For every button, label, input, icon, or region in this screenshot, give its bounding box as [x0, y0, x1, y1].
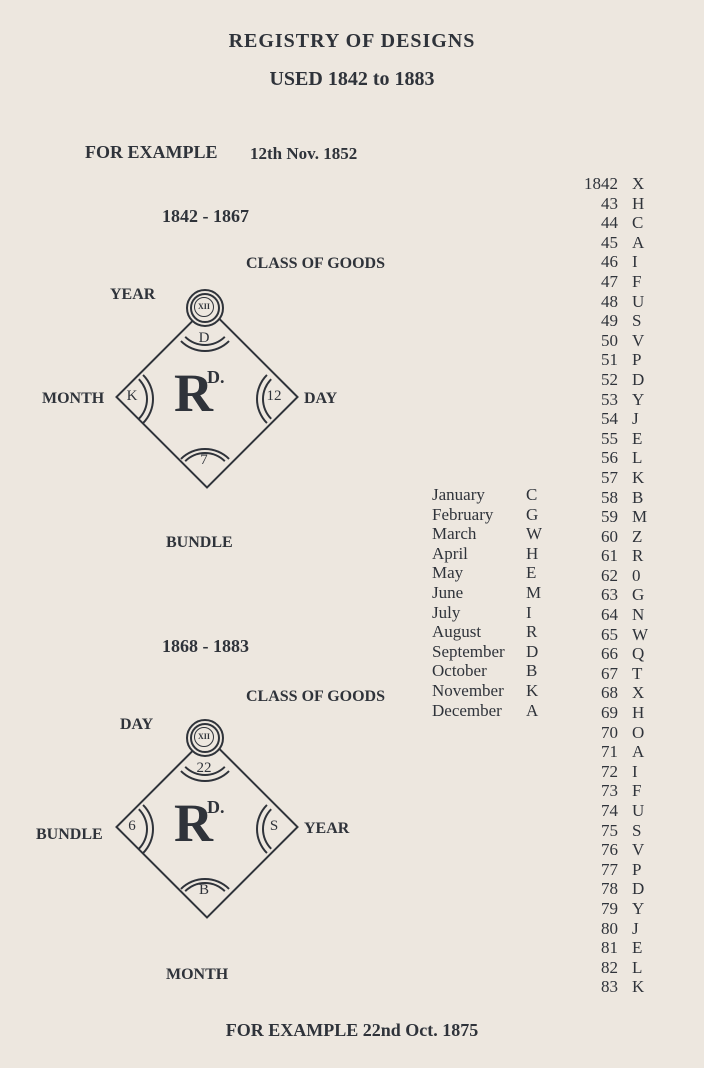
d1-right-label: DAY: [304, 390, 337, 408]
year-row: 67T: [574, 664, 660, 684]
d2-right-label: YEAR: [304, 820, 349, 838]
d1-left-value: K: [124, 388, 140, 405]
year-row: 76V: [574, 840, 660, 860]
d1-right-value: 12: [264, 388, 284, 405]
diamond-2: XII RD. 22 6 S B: [96, 682, 276, 942]
year-row: 74U: [574, 801, 660, 821]
d2-left-label: BUNDLE: [36, 826, 103, 844]
year-row: 61R: [574, 546, 660, 566]
year-row: 58B: [574, 488, 660, 508]
year-row: 66Q: [574, 644, 660, 664]
period-2: 1868 - 1883: [162, 636, 249, 657]
year-row: 79Y: [574, 899, 660, 919]
year-row: 72I: [574, 762, 660, 782]
month-row: OctoberB: [432, 661, 546, 681]
d2-rd-mark: RD.: [174, 792, 225, 854]
period-1: 1842 - 1867: [162, 206, 249, 227]
year-row: 80J: [574, 919, 660, 939]
year-row: 63G: [574, 585, 660, 605]
year-row: 64N: [574, 605, 660, 625]
d2-circle-value: XII: [194, 727, 214, 747]
example-top-label: FOR EXAMPLE: [85, 142, 218, 163]
year-row: 83K: [574, 977, 660, 997]
year-row: 82L: [574, 958, 660, 978]
diamond-1: XII RD. D K 12 7: [96, 252, 276, 512]
year-row: 50V: [574, 331, 660, 351]
year-row: 51P: [574, 350, 660, 370]
example-bottom: FOR EXAMPLE 22nd Oct. 1875: [0, 1020, 704, 1041]
d1-top-value: D: [196, 330, 212, 347]
year-row: 68X: [574, 683, 660, 703]
year-row: 73F: [574, 781, 660, 801]
month-row: AugustR: [432, 622, 546, 642]
year-row: 71A: [574, 742, 660, 762]
year-row: 59M: [574, 507, 660, 527]
d1-bottom-value: 7: [196, 452, 212, 469]
d2-right-value: S: [264, 818, 284, 835]
page-title-2: USED 1842 to 1883: [0, 68, 704, 91]
month-row: DecemberA: [432, 701, 546, 721]
d1-left-label: MONTH: [42, 390, 104, 408]
year-row: 75S: [574, 821, 660, 841]
year-row: 46I: [574, 252, 660, 272]
month-row: MarchW: [432, 524, 546, 544]
month-row: MayE: [432, 563, 546, 583]
year-row: 54J: [574, 409, 660, 429]
year-row: 620: [574, 566, 660, 586]
year-row: 53Y: [574, 390, 660, 410]
month-row: SeptemberD: [432, 642, 546, 662]
d2-bottom-label: MONTH: [166, 966, 228, 984]
page-title-1: REGISTRY OF DESIGNS: [0, 30, 704, 53]
month-row: FebruaryG: [432, 505, 546, 525]
d2-bottom-value: B: [196, 882, 212, 899]
month-row: JuneM: [432, 583, 546, 603]
year-row: 65W: [574, 625, 660, 645]
year-row: 81E: [574, 938, 660, 958]
month-row: JulyI: [432, 603, 546, 623]
year-row: 77P: [574, 860, 660, 880]
year-row: 47F: [574, 272, 660, 292]
example-top-date: 12th Nov. 1852: [250, 144, 357, 164]
year-row: 43H: [574, 194, 660, 214]
d1-circle-value: XII: [194, 297, 214, 317]
year-row: 48U: [574, 292, 660, 312]
year-row: 52D: [574, 370, 660, 390]
year-row: 60Z: [574, 527, 660, 547]
month-row: NovemberK: [432, 681, 546, 701]
year-row: 55E: [574, 429, 660, 449]
year-row: 56L: [574, 448, 660, 468]
d1-rd-mark: RD.: [174, 362, 225, 424]
year-row: 78D: [574, 879, 660, 899]
month-row: JanuaryC: [432, 485, 546, 505]
year-row: 69H: [574, 703, 660, 723]
year-code-table: 1842X43H44C45A46I47F48U49S50V51P52D53Y54…: [574, 174, 660, 997]
month-row: AprilH: [432, 544, 546, 564]
d2-top-value: 22: [196, 760, 212, 777]
year-row: 57K: [574, 468, 660, 488]
year-row: 44C: [574, 213, 660, 233]
year-row: 70O: [574, 723, 660, 743]
year-row: 45A: [574, 233, 660, 253]
month-code-table: JanuaryCFebruaryGMarchWAprilHMayEJuneMJu…: [432, 485, 546, 720]
year-row: 49S: [574, 311, 660, 331]
d2-left-value: 6: [124, 818, 140, 835]
year-row: 1842X: [574, 174, 660, 194]
d1-bottom-label: BUNDLE: [166, 534, 233, 552]
